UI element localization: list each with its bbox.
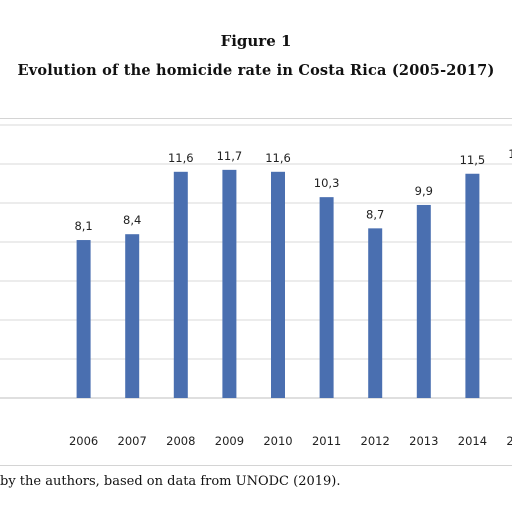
x-tick-label-2014: 2014 bbox=[458, 434, 487, 448]
bar-2009 bbox=[222, 169, 237, 398]
x-tick-label-2007: 2007 bbox=[118, 434, 147, 448]
data-label-2009: 11,7 bbox=[217, 149, 243, 163]
x-tick-label-2011: 2011 bbox=[312, 434, 341, 448]
data-label-2014: 11,5 bbox=[460, 153, 486, 167]
x-tick-label-2015: 2015 bbox=[506, 434, 512, 448]
data-label-2015: 11,8 bbox=[508, 147, 512, 161]
x-tick-label-2013: 2013 bbox=[409, 434, 438, 448]
bar-2010 bbox=[271, 171, 285, 398]
bar-2012 bbox=[368, 228, 383, 398]
bar-2011 bbox=[319, 197, 334, 398]
chart-area: 8,1 2006 8,4 2007 11,6 2008 11,7 2009 11,6 2010 10… bbox=[0, 118, 512, 466]
x-tick-label-2009: 2009 bbox=[215, 434, 244, 448]
data-label-2012: 8,7 bbox=[366, 207, 384, 221]
bar-chart: 8,1 2006 8,4 2007 11,6 2008 11,7 2009 11,6 2010 10… bbox=[0, 124, 512, 448]
x-tick-label-2008: 2008 bbox=[166, 434, 195, 448]
data-label-2008: 11,6 bbox=[168, 151, 194, 165]
bar-2008 bbox=[173, 171, 188, 398]
data-label-2013: 9,9 bbox=[415, 184, 433, 198]
data-label-2006: 8,1 bbox=[74, 219, 92, 233]
bar-2007 bbox=[125, 234, 140, 398]
bar-2013 bbox=[416, 204, 431, 398]
x-tick-label-2006: 2006 bbox=[69, 434, 98, 448]
figure-label: Figure 1 bbox=[220, 32, 292, 50]
bar-2014 bbox=[465, 173, 480, 398]
data-label-2011: 10,3 bbox=[314, 176, 340, 190]
chart-title: Evolution of the homicide rate in Costa … bbox=[17, 62, 495, 79]
x-tick-label-2010: 2010 bbox=[263, 434, 292, 448]
source-note: by the authors, based on data from UNODC… bbox=[0, 474, 341, 489]
data-label-2010: 11,6 bbox=[265, 151, 291, 165]
data-label-2007: 8,4 bbox=[123, 213, 141, 227]
bar-2006 bbox=[76, 240, 91, 398]
x-tick-label-2012: 2012 bbox=[361, 434, 390, 448]
